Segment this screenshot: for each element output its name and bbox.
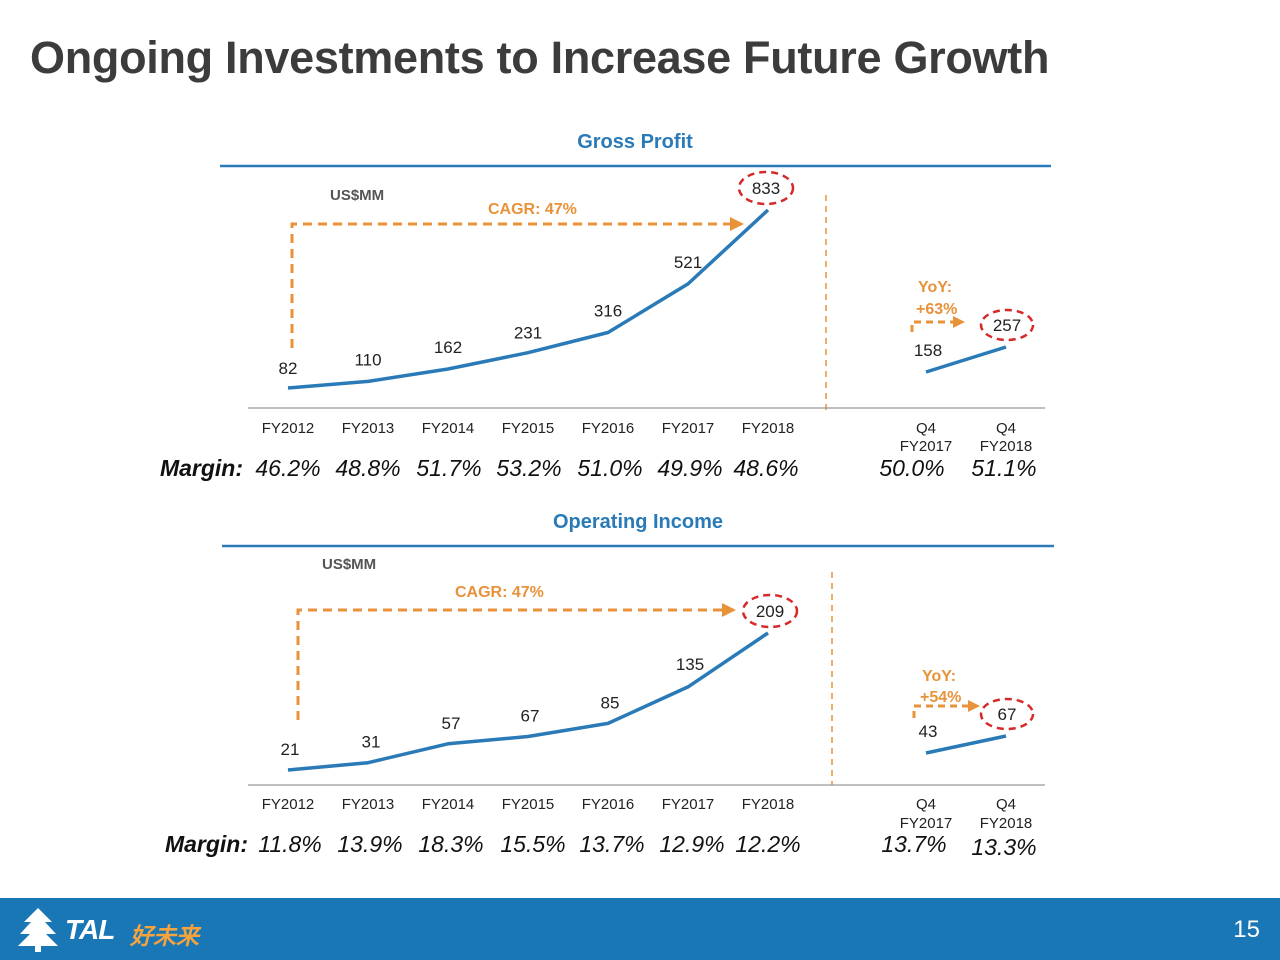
gross-profit-chart: Gross Profit US$MM CAGR: 47% 82 110 162 231 316… xyxy=(160,131,1051,481)
oi-margin-q4-0: 13.7% xyxy=(881,831,946,857)
gp-tick-fy2015: FY2015 xyxy=(502,420,555,437)
gp-highlight-ring xyxy=(737,170,795,206)
oi-cagr-bracket xyxy=(296,608,732,720)
gp-tick-q4-1-line2: FY2018 xyxy=(980,438,1033,455)
oi-data-label-fy2018: 209 xyxy=(756,602,784,621)
gp-margin-fy2012: 46.2% xyxy=(255,455,320,481)
oi-margin-fy2018: 12.2% xyxy=(735,831,800,857)
oi-margin-label: Margin: xyxy=(165,831,248,857)
oi-margin-fy2015: 15.5% xyxy=(500,831,565,857)
oi-tick-q4-0-line2: FY2017 xyxy=(900,815,953,832)
oi-tick-fy2016: FY2016 xyxy=(582,796,635,813)
gp-tick-fy2018: FY2018 xyxy=(742,420,795,437)
gp-data-label-fy2012: 82 xyxy=(279,359,298,378)
gp-cagr-bracket xyxy=(290,222,740,348)
gp-yoy-value: +63% xyxy=(916,301,957,318)
gp-quarterly-line xyxy=(925,345,1007,374)
oi-margin-fy2012: 11.8% xyxy=(258,831,322,857)
oi-tick-fy2018: FY2018 xyxy=(742,796,795,813)
oi-tick-fy2014: FY2014 xyxy=(422,796,475,813)
gp-unit-label: US$MM xyxy=(330,187,384,204)
oi-yoy-arrow xyxy=(912,704,975,718)
oi-tick-q4-1-line1: Q4 xyxy=(996,796,1016,813)
oi-tick-q4-1-line2: FY2018 xyxy=(980,815,1033,832)
gp-annual-line xyxy=(287,208,770,390)
gp-cagr-label: CAGR: 47% xyxy=(488,201,577,218)
gp-margin-fy2015: 53.2% xyxy=(496,455,561,481)
gp-yoy-arrow xyxy=(910,320,960,332)
oi-cagr-label: CAGR: 47% xyxy=(455,584,544,601)
oi-data-label-q4-fy2017: 43 xyxy=(919,722,938,741)
oi-margin-fy2013: 13.9% xyxy=(337,831,402,857)
oi-margin-q4-1: 13.3% xyxy=(971,834,1036,860)
slide-title: Ongoing Investments to Increase Future G… xyxy=(30,32,1050,83)
gp-tick-fy2017: FY2017 xyxy=(662,420,715,437)
gp-margin-fy2014: 51.7% xyxy=(416,455,481,481)
oi-tick-fy2013: FY2013 xyxy=(342,796,395,813)
brand-logo-text: TAL xyxy=(65,914,115,945)
oi-cagr-arrowhead xyxy=(722,603,736,617)
oi-quarterly-line xyxy=(925,734,1007,755)
oi-data-label-fy2013: 31 xyxy=(362,733,381,752)
oi-data-label-fy2016: 85 xyxy=(601,693,620,712)
gp-margin-label: Margin: xyxy=(160,455,243,481)
gp-title: Gross Profit xyxy=(577,131,693,153)
oi-data-label-fy2014: 57 xyxy=(442,714,461,733)
gp-tick-q4-0-line1: Q4 xyxy=(916,420,936,437)
gp-yoy-label: YoY: xyxy=(918,279,952,296)
gp-q-highlight-ring xyxy=(979,308,1035,342)
oi-tick-fy2017: FY2017 xyxy=(662,796,715,813)
operating-income-chart: Operating Income US$MM CAGR: 47% 21 31 57 67 85… xyxy=(165,511,1054,860)
gp-data-label-fy2017: 521 xyxy=(674,253,702,272)
oi-q-highlight-ring xyxy=(979,697,1035,731)
gp-data-label-fy2013: 110 xyxy=(354,350,381,369)
gp-tick-q4-1-line1: Q4 xyxy=(996,420,1016,437)
gp-tick-fy2012: FY2012 xyxy=(262,420,315,437)
gp-margin-fy2018: 48.6% xyxy=(733,455,798,481)
oi-annual-line xyxy=(287,631,769,772)
oi-title: Operating Income xyxy=(553,511,723,533)
oi-tick-fy2015: FY2015 xyxy=(502,796,555,813)
gp-tick-fy2014: FY2014 xyxy=(422,420,475,437)
gp-cagr-arrowhead xyxy=(730,217,744,231)
gp-data-label-fy2014: 162 xyxy=(434,338,462,357)
gp-tick-q4-0-line2: FY2017 xyxy=(900,438,953,455)
oi-tick-q4-0-line1: Q4 xyxy=(916,796,936,813)
page-number: 15 xyxy=(1233,916,1260,943)
oi-margin-fy2016: 13.7% xyxy=(579,831,644,857)
gp-data-label-q4-fy2018: 257 xyxy=(993,316,1021,335)
gp-margin-fy2016: 51.0% xyxy=(577,455,642,481)
footer-bar: TAL 好未来 15 xyxy=(0,898,1280,960)
brand-logo-cn: 好未来 xyxy=(130,923,199,949)
gp-tick-fy2013: FY2013 xyxy=(342,420,395,437)
oi-unit-label: US$MM xyxy=(322,556,376,573)
gp-data-label-fy2018: 833 xyxy=(752,179,780,198)
gp-margin-fy2017: 49.9% xyxy=(657,455,722,481)
oi-yoy-label: YoY: xyxy=(922,668,956,685)
gp-margin-q4-1: 51.1% xyxy=(971,455,1036,481)
tree-logo-icon xyxy=(18,908,58,952)
oi-yoy-arrowhead xyxy=(968,700,980,712)
gp-data-label-fy2015: 231 xyxy=(514,324,542,343)
gp-margin-fy2013: 48.8% xyxy=(335,455,400,481)
oi-yoy-value: +54% xyxy=(920,689,961,706)
oi-margin-fy2014: 18.3% xyxy=(418,831,483,857)
oi-data-label-q4-fy2018: 67 xyxy=(998,705,1017,724)
oi-data-label-fy2012: 21 xyxy=(281,740,300,759)
oi-data-label-fy2017: 135 xyxy=(676,655,704,674)
gp-data-label-fy2016: 316 xyxy=(594,302,622,321)
gp-data-label-q4-fy2017: 158 xyxy=(914,341,942,360)
gp-margin-q4-0: 50.0% xyxy=(879,455,944,481)
gp-yoy-arrowhead xyxy=(953,316,965,328)
oi-data-label-fy2015: 67 xyxy=(521,706,540,725)
oi-highlight-ring xyxy=(741,593,799,629)
gp-tick-fy2016: FY2016 xyxy=(582,420,635,437)
oi-tick-fy2012: FY2012 xyxy=(262,796,315,813)
oi-margin-fy2017: 12.9% xyxy=(659,831,724,857)
